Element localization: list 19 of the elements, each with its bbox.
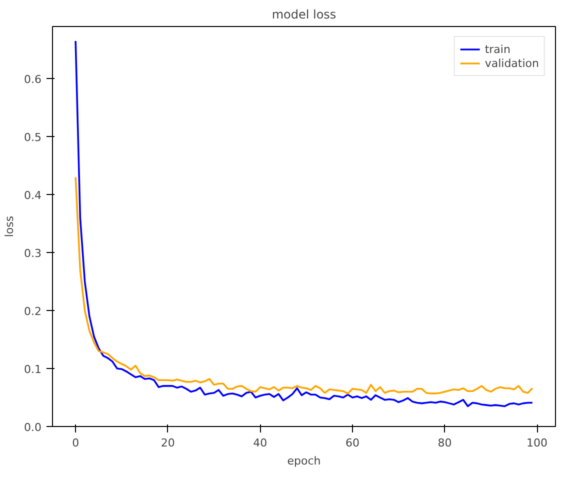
x-tick-label: 100	[526, 436, 548, 450]
y-tick-label: 0.1	[24, 363, 42, 376]
y-tick-label: 0.5	[24, 131, 42, 144]
y-tick-label: 0.3	[24, 247, 42, 260]
y-tick-label: 0.0	[24, 421, 42, 434]
line-series	[74, 176, 534, 394]
chart-title: model loss	[272, 8, 336, 22]
y-tick-label: 0.6	[24, 73, 42, 86]
x-tick-label: 20	[160, 436, 175, 450]
x-tick-label: 0	[72, 436, 80, 450]
x-tick-label: 80	[438, 436, 452, 450]
x-tick-label: 60	[345, 436, 360, 450]
y-tick-label: 0.2	[24, 305, 42, 318]
y-axis-title: loss	[3, 216, 16, 238]
x-tick-label: 40	[253, 436, 268, 450]
legend-label: validation	[484, 56, 539, 70]
y-tick-label: 0.4	[24, 189, 42, 202]
legend-label: train	[484, 42, 510, 56]
x-axis-title: epoch	[287, 454, 321, 468]
